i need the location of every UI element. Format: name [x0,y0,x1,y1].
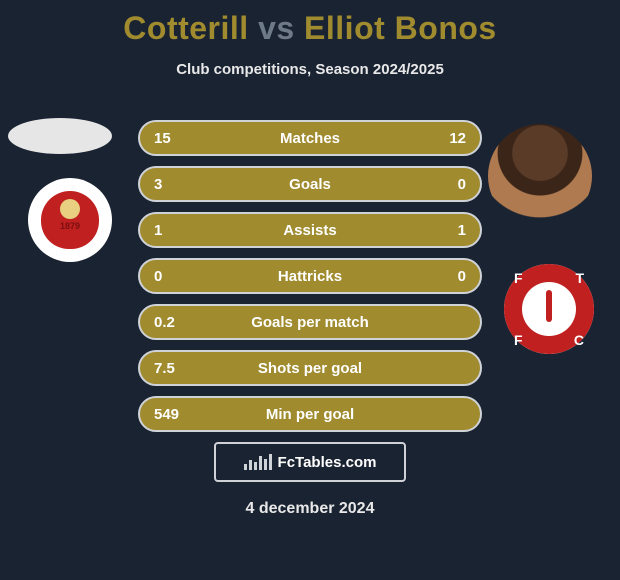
brand-watermark: FcTables.com [214,442,406,482]
stat-left-value: 0.2 [154,314,194,331]
stat-right-value: 12 [426,130,466,147]
stat-left-value: 15 [154,130,194,147]
player2-name: Elliot Bonos [304,10,497,46]
stat-left-value: 549 [154,406,194,423]
snapshot-date: 4 december 2024 [0,500,620,518]
stat-label: Shots per goal [194,360,426,377]
stat-label: Min per goal [194,406,426,423]
player1-club-crest [28,178,112,262]
season-subtitle: Club competitions, Season 2024/2025 [0,61,620,78]
player2-avatar [488,124,592,228]
stat-label: Matches [194,130,426,147]
brand-bars-icon [244,454,272,470]
player1-name: Cotterill [123,10,248,46]
comparison-title: Cotterill vs Elliot Bonos [0,0,620,47]
stat-left-value: 3 [154,176,194,193]
crest-letter: F [514,332,523,348]
stat-right-value: 1 [426,222,466,239]
stat-right-value: 0 [426,176,466,193]
stat-left-value: 1 [154,222,194,239]
stat-label: Assists [194,222,426,239]
crest-letter: C [574,332,584,348]
stat-row: 0 Hattricks 0 [138,258,482,294]
stat-row: 0.2 Goals per match [138,304,482,340]
crest-letter: T [575,270,584,286]
stat-right-value: 0 [426,268,466,285]
player1-avatar [8,118,112,154]
stat-row: 1 Assists 1 [138,212,482,248]
stats-list: 15 Matches 12 3 Goals 0 1 Assists 1 0 Ha… [138,120,482,442]
stat-left-value: 0 [154,268,194,285]
stat-row: 7.5 Shots per goal [138,350,482,386]
stat-label: Goals [194,176,426,193]
vs-separator: vs [258,10,295,46]
stat-row: 15 Matches 12 [138,120,482,156]
stat-label: Goals per match [194,314,426,331]
brand-text: FcTables.com [278,454,377,471]
stat-left-value: 7.5 [154,360,194,377]
stat-row: 3 Goals 0 [138,166,482,202]
stat-row: 549 Min per goal [138,396,482,432]
crest-letter: F [514,270,523,286]
player2-club-crest: F T F C [498,258,600,360]
stat-label: Hattricks [194,268,426,285]
